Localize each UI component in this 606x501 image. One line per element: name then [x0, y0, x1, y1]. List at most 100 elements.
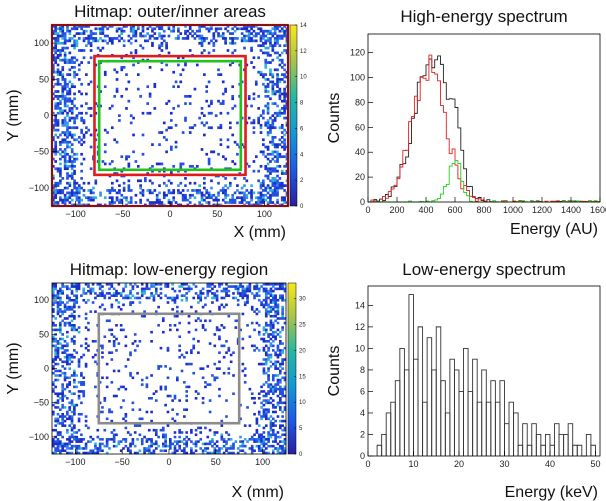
heatmap-cell: [269, 29, 272, 33]
heatmap-cell: [206, 294, 210, 297]
heatmap-cell: [52, 381, 55, 384]
heatmap-cell: [173, 419, 177, 423]
heatmap-cell: [264, 438, 268, 441]
y-axis-label: Y (mm): [5, 342, 22, 394]
heatmap-cell: [70, 126, 74, 130]
heatmap-cell: [269, 140, 272, 144]
heatmap-cell: [283, 408, 287, 411]
heatmap-cell: [221, 191, 225, 195]
heatmap-cell: [111, 201, 114, 204]
heatmap-cell: [63, 53, 67, 57]
heatmap-cell: [124, 415, 128, 418]
heatmap-cell: [112, 292, 116, 295]
histogram-bar: [413, 358, 419, 456]
heatmap-cell: [264, 298, 268, 302]
heatmap-cell: [159, 387, 163, 391]
heatmap-cell: [111, 126, 114, 130]
heatmap-cell: [254, 80, 258, 84]
heatmap-cell: [229, 451, 233, 455]
heatmap-cell: [59, 440, 62, 443]
heatmap-cell: [63, 310, 67, 313]
heatmap-cell: [73, 392, 76, 396]
heatmap-cell: [264, 294, 268, 297]
heatmap-cell: [269, 308, 273, 311]
heatmap-cell: [250, 392, 254, 396]
heatmap-cell: [52, 56, 55, 60]
heatmap-cell: [280, 155, 284, 159]
heatmap-cell: [66, 160, 69, 163]
heatmap-cell: [225, 431, 228, 434]
heatmap-cell: [215, 326, 219, 329]
heatmap-cell: [54, 90, 58, 93]
heatmap-cell: [206, 283, 210, 286]
heatmap-cell: [191, 189, 194, 192]
heatmap-cell: [68, 51, 72, 55]
heatmap-cell: [250, 196, 253, 200]
heatmap-cell: [122, 39, 126, 43]
heatmap-cell: [105, 442, 109, 446]
heatmap-cell: [271, 114, 275, 118]
heatmap-cell: [183, 451, 186, 455]
heatmap-cell: [73, 41, 76, 45]
heatmap-cell: [164, 444, 167, 448]
heatmap-cell: [61, 285, 64, 288]
heatmap-cell: [206, 442, 210, 446]
heatmap-cell: [56, 399, 60, 402]
heatmap-cell: [281, 294, 284, 297]
heatmap-cell: [77, 394, 81, 398]
heatmap-cell: [283, 433, 287, 437]
y-tick-label: 100: [34, 295, 49, 305]
heatmap-cell: [173, 324, 177, 327]
heatmap-cell: [66, 136, 69, 139]
heatmap-cell: [73, 426, 76, 430]
heatmap-cell: [264, 104, 268, 108]
heatmap-cell: [56, 378, 60, 382]
heatmap-cell: [264, 39, 268, 43]
heatmap-cell: [141, 29, 145, 33]
heatmap-cell: [129, 41, 133, 45]
heatmap-cell: [63, 160, 67, 163]
heatmap-cell: [173, 289, 177, 293]
heatmap-cell: [77, 191, 81, 195]
heatmap-cell: [125, 157, 128, 161]
heatmap-cell: [66, 25, 69, 28]
heatmap-cell: [75, 294, 79, 297]
heatmap-cell: [151, 44, 154, 48]
heatmap-cell: [269, 294, 273, 297]
heatmap-cell: [187, 289, 191, 293]
heatmap-cell: [243, 46, 246, 50]
heatmap-cell: [252, 92, 256, 96]
heatmap-cell: [141, 25, 145, 28]
heatmap-cell: [267, 433, 270, 437]
heatmap-cell: [136, 451, 139, 455]
heatmap-cell: [278, 58, 282, 62]
heatmap-cell: [203, 133, 206, 137]
heatmap-cell: [264, 34, 268, 38]
heatmap-cell: [274, 362, 277, 366]
heatmap-cell: [271, 193, 275, 197]
heatmap-cell: [118, 119, 121, 122]
heatmap-cell: [271, 201, 275, 204]
heatmap-cell: [276, 355, 280, 359]
heatmap-cell: [271, 189, 275, 192]
heatmap-cell: [84, 301, 88, 304]
heatmap-cell: [70, 56, 74, 60]
heatmap-cell: [63, 367, 67, 370]
heatmap-cell: [84, 362, 88, 366]
heatmap-cell: [54, 201, 58, 204]
heatmap-cell: [155, 198, 159, 202]
heatmap-cell: [87, 189, 91, 192]
heatmap-cell: [162, 39, 166, 43]
heatmap-cell: [54, 56, 58, 60]
heatmap-cell: [75, 138, 79, 142]
heatmap-cell: [243, 374, 247, 377]
heatmap-cell: [198, 184, 201, 187]
heatmap-cell: [269, 342, 273, 345]
heatmap-cell: [129, 351, 132, 354]
heatmap-cell: [85, 44, 88, 48]
heatmap-cell: [174, 145, 178, 149]
heatmap-cell: [66, 46, 69, 50]
heatmap-cell: [75, 385, 79, 389]
heatmap-cell: [112, 342, 116, 345]
heatmap-cell: [276, 328, 280, 332]
